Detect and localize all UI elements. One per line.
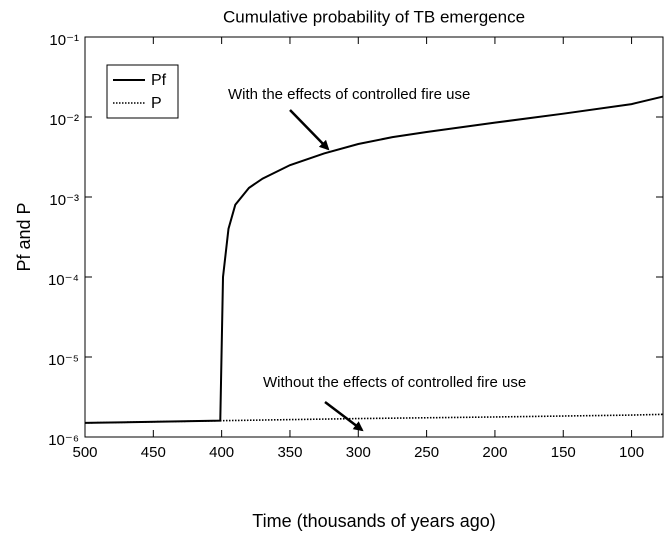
x-tick-label: 450 [141,444,166,461]
series-line [84,95,664,424]
x-tick-label: 400 [209,444,234,461]
annotation-arrow [289,109,330,151]
y-axis-label: Pf and P [14,202,34,271]
y-tick-label: 10⁻⁶ [48,432,79,449]
annotation: With the effects of controlled fire use [228,86,470,103]
legend-label: Pf [151,72,167,89]
x-tick-label: 250 [414,444,439,461]
x-tick-label: 150 [551,444,576,461]
y-tick-label: 10⁻⁴ [48,272,79,289]
chart-title: Cumulative probability of TB emergence [223,7,525,26]
annotation: Without the effects of controlled fire u… [263,374,526,391]
x-tick-label: 500 [72,444,97,461]
x-tick-label: 200 [482,444,507,461]
y-tick-label: 10⁻⁵ [48,352,79,369]
x-tick-label: 350 [277,444,302,461]
y-tick-label: 10⁻¹ [49,32,79,49]
x-tick-label: 300 [346,444,371,461]
annotation-arrow [324,401,364,432]
x-tick-label: 100 [619,444,644,461]
legend-box [106,64,179,119]
y-tick-label: 10⁻³ [49,192,79,209]
y-tick-label: 10⁻² [49,112,79,129]
legend-label: P [151,95,162,112]
x-axis-label: Time (thousands of years ago) [252,511,495,531]
plot-frame [84,36,664,438]
